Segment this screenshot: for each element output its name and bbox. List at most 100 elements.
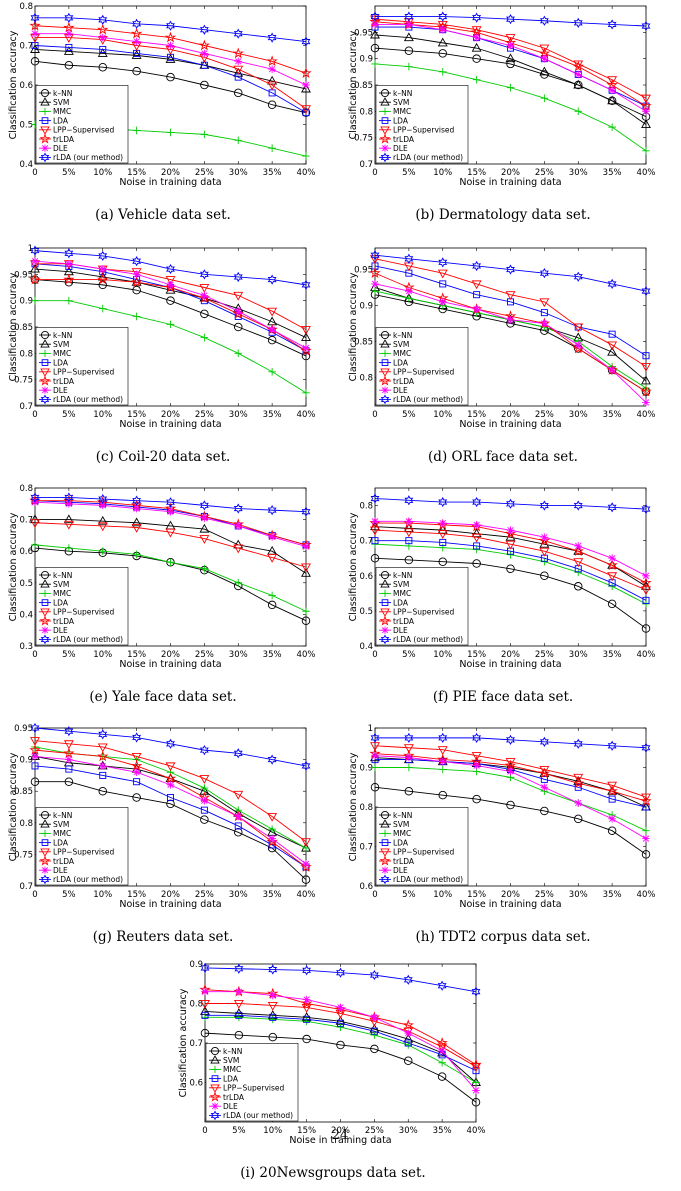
series-4 [31,762,310,871]
data-point [301,616,311,625]
y-tick-label: 0.7 [359,537,373,547]
data-point [267,100,277,109]
data-point [232,47,244,59]
data-point [301,1003,312,1013]
data-point [472,54,481,63]
data-point [405,753,413,762]
x-tick-label: 40% [637,890,656,900]
legend-entry: DLE [393,866,408,875]
legend-entry: k–NN [53,811,72,820]
legend-marker [41,599,49,606]
data-point [370,1044,379,1054]
series-line [34,250,307,286]
data-point [267,843,277,853]
legend-marker [381,117,389,124]
series-line [374,265,647,357]
x-axis-label: Noise in training data [119,177,221,188]
y-axis-label: Classification accuracy [348,30,359,139]
data-point [97,23,109,35]
data-point [471,1097,481,1107]
data-point [337,1019,344,1027]
legend-marker [380,848,390,857]
data-point [198,39,211,51]
data-point [471,533,482,543]
data-point [233,67,244,77]
chart-e: 0.3 0.4 0.5 0.6 0.7 0.8 0 5% 10% 15% 20% 25% 30% 35% 4… [8,484,315,670]
data-point [166,320,175,329]
caption-b: (b) Dermatology data set. [415,207,591,223]
x-tick-label: 30% [229,168,248,178]
legend-marker [40,394,50,405]
x-tick-label: 30% [229,890,248,900]
y-tick-label: 0.3 [19,642,33,652]
data-point [404,495,414,506]
data-point [370,255,380,265]
data-point [437,980,447,991]
legend-entry: MMC [393,107,411,116]
data-point [538,767,551,779]
data-point [642,834,650,843]
data-point [302,542,310,551]
x-tick-label: 0 [372,410,377,420]
legend-marker [39,615,51,626]
data-point [336,967,345,978]
legend-marker [380,819,390,828]
legend-entry: rLDA (our method) [393,875,463,884]
data-point [437,524,448,534]
data-point [200,796,209,805]
data-point [29,744,41,755]
data-point [438,25,447,34]
data-point [371,540,379,548]
data-point [200,291,209,300]
data-point [572,777,584,789]
data-point [437,1072,447,1081]
x-tick-label: 10% [93,410,112,420]
data-point [266,55,278,67]
y-tick-label: 0.85 [14,787,33,797]
data-point [301,279,311,290]
legend-entry: LPP−Supervised [393,368,455,377]
data-point [29,273,41,285]
legend-marker [381,626,389,634]
x-tick-label: 15% [467,890,486,900]
legend-box [375,567,469,646]
legend-marker [381,349,389,357]
data-point [30,245,40,256]
series-2 [370,29,651,128]
legend-entry: rLDA (our method) [393,635,463,644]
series-line [35,37,307,110]
series-line [375,16,647,27]
legend-marker [41,386,49,394]
data-point [98,250,108,262]
data-point [301,568,311,577]
legend-entry: DLE [393,144,408,153]
data-point [540,783,549,792]
data-point [268,825,276,833]
legend-entry: SVM [393,820,409,829]
x-tick-label: 20% [331,1126,350,1136]
data-point [31,541,39,549]
x-tick-label: 15% [297,1126,316,1136]
series-line [35,781,307,881]
legend-entry: DLE [53,144,68,153]
data-point [641,363,651,372]
x-tick-label: 35% [433,1126,452,1136]
data-point [403,974,413,985]
series-7 [371,517,650,580]
legend-entry: rLDA (our method) [223,1111,293,1120]
x-tick-label: 35% [603,890,622,900]
series-7 [371,20,650,116]
x-tick-label: 0 [32,890,37,900]
data-point [301,760,311,772]
legend-entry: SVM [53,580,69,589]
legend: k–NNSVMMMCLDALPP−SupervisedtrLDADLErLDA … [205,1043,299,1122]
legend: k–NNSVMMMCLDALPP−SupervisedtrLDADLErLDA … [375,327,469,406]
legend-marker [41,107,49,115]
legend-marker [380,126,390,135]
data-point [642,571,650,580]
data-point [405,294,413,303]
legend-box [375,85,469,164]
series-line [35,17,307,42]
x-tick-label: 15% [127,410,146,420]
caption-d: (d) ORL face data set. [428,449,578,465]
